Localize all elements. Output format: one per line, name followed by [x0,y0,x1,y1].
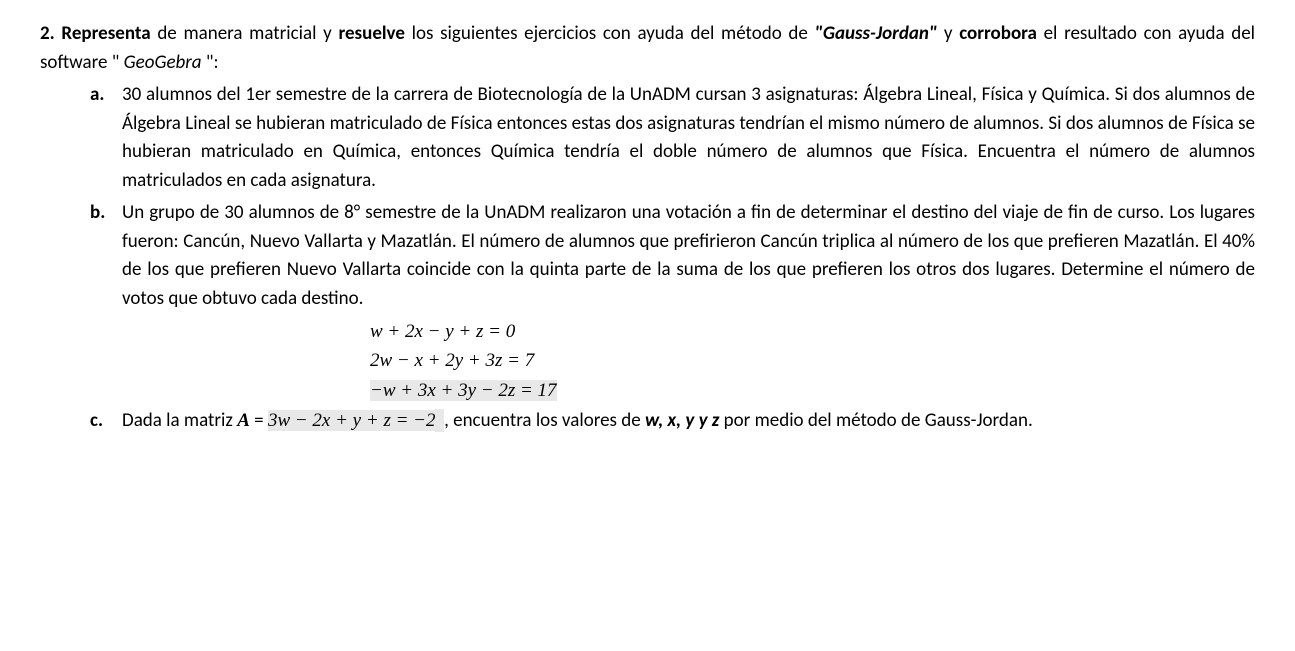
intro-text-3: y [944,22,959,45]
intro-text-2: los siguientes ejercicios con ayuda del … [412,22,815,45]
method-name: "Gauss-Jordan" [815,22,938,45]
marker-b: b. [90,199,122,313]
content-b: Un grupo de 30 alumnos de 8° semestre de… [122,199,1255,313]
content-a: 30 alumnos del 1er semestre de la carrer… [122,81,1255,195]
equation-1: w + 2x − y + z = 0 [370,317,1255,346]
equations-block: w + 2x − y + z = 0 2w − x + 2y + 3z = 7 … [90,317,1255,405]
c-text-after: , encuentra los valores de [444,409,645,432]
item-a: a. 30 alumnos del 1er semestre de la car… [90,81,1255,195]
intro-text-5: ": [206,51,219,74]
c-text-before: Dada la matriz [122,409,237,432]
software-name: GeoGebra [124,51,202,74]
content-c: Dada la matriz A = 3w − 2x + y + z = −2 … [122,407,1255,436]
equation-4: 3w − 2x + y + z = −2 [268,410,436,431]
intro-bold-2: resuelve [338,22,405,45]
marker-c: c. [90,407,122,436]
marker-a: a. [90,81,122,195]
problem-number: 2. [40,22,55,45]
intro-bold-1: Representa [61,22,150,45]
c-vars: w, x, y y z [645,409,719,432]
matrix-label: A [237,410,250,431]
item-b: b. Un grupo de 30 alumnos de 8° semestre… [90,199,1255,313]
item-c: c. Dada la matriz A = 3w − 2x + y + z = … [90,407,1255,436]
equation-3: −w + 3x + 3y − 2z = 17 [370,376,1255,405]
intro-text-1: de manera matricial y [157,22,338,45]
problem-intro: 2. Representa de manera matricial y resu… [40,20,1255,77]
equation-2: 2w − x + 2y + 3z = 7 [370,346,1255,375]
intro-bold-3: corrobora [959,22,1037,45]
c-equals: = [250,409,268,432]
sub-items-list: a. 30 alumnos del 1er semestre de la car… [40,81,1255,436]
c-text-end: por medio del método de Gauss-Jordan. [719,409,1032,432]
